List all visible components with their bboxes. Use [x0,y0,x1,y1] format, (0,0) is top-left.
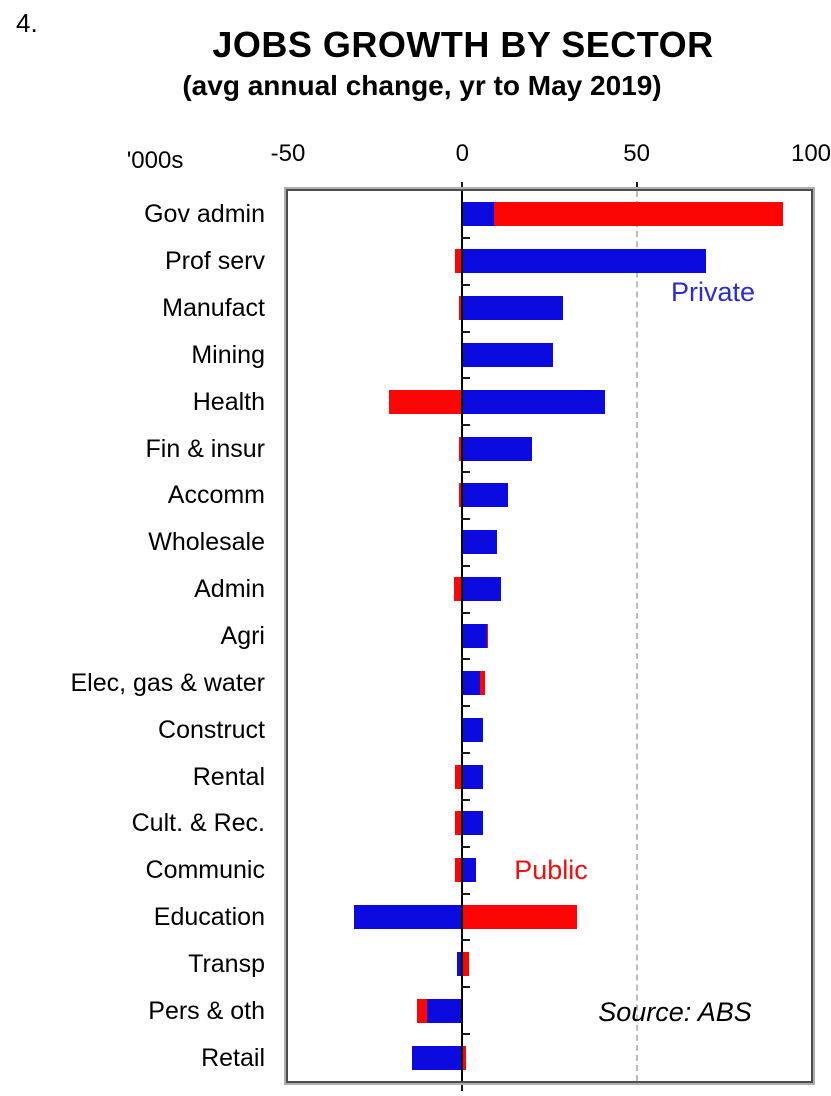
bar-private [457,951,463,976]
figure-number: 4. [16,8,38,38]
x-axis-unit-label: '000s [126,147,184,174]
bar-private [462,342,553,367]
annotation-public: Public [514,855,588,885]
row-tick [461,564,471,567]
annotation-private: Private [670,277,756,307]
bar-private [462,764,484,789]
axis-tick [635,182,638,189]
bar-public [455,249,463,274]
x-tick-label: -50 [270,140,306,167]
row-tick [461,377,471,380]
plot-area: Private Public Source: ABS [286,189,813,1083]
bar-public [458,483,463,508]
row-tick [461,236,471,239]
row-tick [461,798,471,801]
row-tick [461,705,471,708]
category-label: Fin & insur [145,434,265,463]
row-tick [461,283,471,286]
row-tick [461,424,471,427]
bar-public [486,624,489,648]
category-label: Prof serv [164,247,265,276]
bar-public [455,764,463,789]
category-label: Manufact [162,294,265,323]
x-tick-label: 100 [790,140,831,167]
category-label: Health [192,387,265,416]
bar-private [462,624,487,648]
row-tick [461,471,471,474]
category-label: Admin [194,575,265,604]
row-tick [461,611,471,614]
bar-private [411,1045,463,1070]
bar-private [462,296,564,321]
category-label: Accomm [167,481,265,510]
category-label: Mining [191,340,265,369]
bar-private [462,811,484,836]
category-label: Transp [188,949,265,978]
category-label: Retail [201,1043,265,1072]
category-label: Pers & oth [148,996,265,1025]
bar-public [458,296,463,321]
row-tick [461,845,471,848]
bar-public [455,858,463,883]
category-label: Construct [158,715,265,744]
bar-public [462,951,470,976]
x-tick-label: 50 [623,140,650,167]
bar-public [458,436,463,461]
bar-public [389,389,463,414]
bar-public [479,670,485,695]
bar-private [462,436,533,461]
bar-private [462,858,477,883]
row-tick [461,892,471,895]
x-tick-label: 0 [455,140,469,167]
category-label: Cult. & Rec. [131,809,265,838]
bar-private [462,530,498,555]
gridline-50 [635,191,638,1081]
bar-private [427,998,463,1023]
bar-private [462,249,707,274]
category-label: Education [153,903,265,932]
bar-private [462,202,494,227]
zero-axis-line [461,191,464,1081]
bar-private [462,483,508,508]
bar-public [493,202,784,227]
axis-tick [461,1083,464,1091]
bar-private [462,389,606,414]
axis-tick [461,182,464,189]
row-tick [461,939,471,942]
category-label: Elec, gas & water [70,668,265,697]
bar-public [455,811,463,836]
bar-private [354,905,463,930]
annotation-source: Source: ABS [598,997,752,1027]
bar-public [453,577,463,602]
category-label: Gov admin [144,200,265,229]
chart-title: JOBS GROWTH BY SECTOR [212,24,714,65]
row-tick [461,517,471,520]
row-tick [461,1033,471,1036]
bar-private [462,577,501,602]
row-tick [461,986,471,989]
bar-public [417,998,428,1023]
bar-public [462,905,578,930]
category-label: Communic [145,856,265,885]
bar-private [462,717,484,742]
chart-subtitle: (avg annual change, yr to May 2019) [182,70,662,101]
row-tick [461,330,471,333]
bar-public [462,1045,466,1070]
row-tick [461,658,471,661]
bar-private [462,670,480,695]
category-label: Agri [220,622,265,650]
category-label: Wholesale [148,528,265,557]
category-label: Rental [192,762,265,791]
row-tick [461,752,471,755]
